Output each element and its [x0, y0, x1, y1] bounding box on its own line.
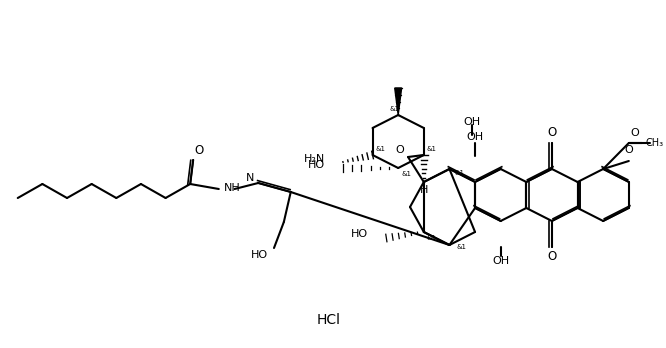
- Text: OH: OH: [492, 256, 509, 266]
- Text: HO: HO: [350, 229, 368, 239]
- Polygon shape: [395, 88, 402, 115]
- Text: CH₃: CH₃: [645, 138, 664, 148]
- Text: NH: NH: [224, 183, 241, 193]
- Text: O: O: [631, 128, 639, 138]
- Text: O: O: [194, 143, 204, 157]
- Text: O: O: [625, 145, 633, 155]
- Text: O: O: [547, 251, 557, 263]
- Text: N: N: [246, 173, 254, 183]
- Text: HCl: HCl: [316, 313, 340, 327]
- Text: &1: &1: [454, 170, 464, 176]
- Text: HO: HO: [250, 250, 268, 260]
- Text: &1: &1: [427, 146, 437, 152]
- Text: &1: &1: [376, 146, 386, 152]
- Text: &1: &1: [456, 244, 466, 250]
- Text: HO: HO: [308, 160, 325, 170]
- Text: &1: &1: [401, 171, 411, 177]
- Text: O: O: [547, 127, 557, 140]
- Text: OH: OH: [466, 132, 484, 142]
- Text: H₂N: H₂N: [304, 154, 325, 164]
- Text: OH: OH: [464, 117, 481, 127]
- Text: O: O: [396, 145, 404, 155]
- Text: H: H: [420, 185, 428, 195]
- Text: &1: &1: [427, 235, 437, 241]
- Text: &1: &1: [389, 106, 399, 112]
